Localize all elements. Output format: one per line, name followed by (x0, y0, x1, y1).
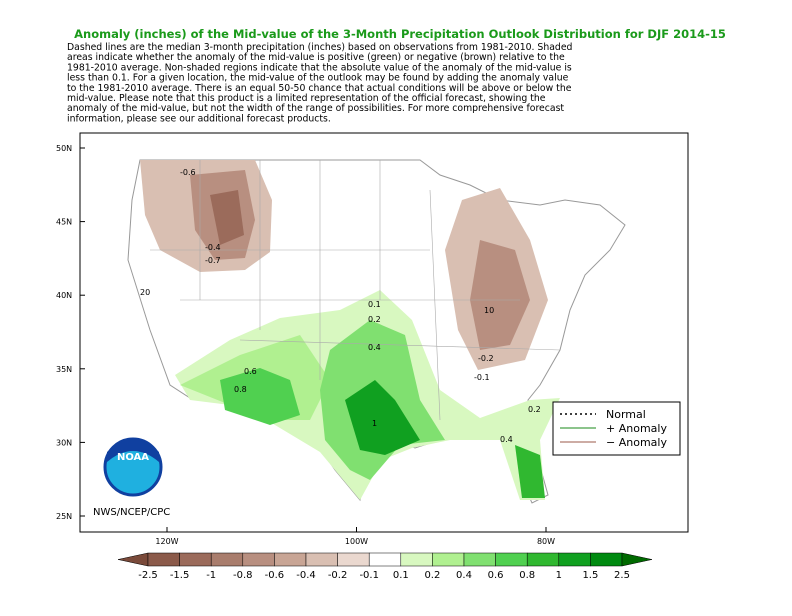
lat-label: 45N (56, 218, 72, 227)
legend-label: + Anomaly (606, 422, 667, 435)
colorbar-swatch (242, 552, 275, 567)
colorbar-swatch (526, 552, 560, 567)
contour-label: 10 (484, 306, 494, 315)
dry-area (470, 240, 530, 350)
colorbar-swatch (210, 552, 244, 567)
colorbar-swatch (558, 552, 591, 567)
map (79, 132, 689, 533)
contour-label: -0.4 (205, 243, 221, 252)
description-line: mid-value. Please note that this product… (67, 93, 546, 104)
colorbar-swatch (400, 552, 433, 567)
logo-text: NOAA (117, 452, 149, 463)
colorbar-label: 2.5 (614, 570, 630, 581)
colorbar-label: -2.5 (138, 570, 158, 581)
colorbar-swatch (179, 552, 212, 567)
contour-label: 1 (372, 419, 377, 428)
lat-label: 35N (56, 365, 72, 374)
contour-label: -0.7 (205, 256, 221, 265)
description-line: Dashed lines are the median 3-month prec… (67, 42, 573, 53)
legend-label: − Anomaly (606, 436, 667, 449)
logo-top (107, 440, 159, 462)
lat-label: 50N (56, 144, 72, 153)
colorbar-swatch (495, 552, 528, 567)
contour-label: -0.1 (474, 373, 490, 382)
contour-label: 20 (140, 288, 150, 297)
contour-label: 0.4 (500, 435, 513, 444)
colorbar-swatch (368, 552, 402, 567)
lat-label: 40N (56, 291, 72, 300)
contour-label: 0.4 (368, 343, 381, 352)
colorbar-label: -0.8 (233, 570, 253, 581)
contour-label: 0.1 (368, 300, 381, 309)
colorbar-label: -0.6 (265, 570, 285, 581)
legend-label: Normal (606, 408, 646, 421)
lon-label: 120W (155, 537, 178, 546)
wet-area (220, 368, 300, 425)
colorbar-label: -0.4 (296, 570, 316, 581)
description-line: less than 0.1. For a given location, the… (67, 73, 569, 84)
lon-label: 100W (345, 537, 368, 546)
wet-area (345, 380, 420, 455)
lon-labels: 120W 100W 80W (155, 527, 555, 546)
lat-label: 30N (56, 438, 72, 447)
credit: NWS/NCEP/CPC (93, 507, 170, 518)
description: Dashed lines are the median 3-month prec… (67, 42, 573, 124)
wet-area (515, 445, 545, 498)
legend: Normal + Anomaly − Anomaly (552, 401, 681, 456)
lon-label: 80W (537, 537, 555, 546)
colorbar-label: 1 (556, 570, 562, 581)
lat-label: 25N (56, 512, 72, 521)
colorbar-swatch (463, 552, 496, 567)
contour-label: 0.2 (528, 405, 541, 414)
contour-label: 0.8 (234, 385, 247, 394)
colorbar-swatch (305, 552, 338, 567)
contour-label: 0.2 (368, 315, 381, 324)
noaa-logo: NOAA (103, 437, 163, 497)
colorbar-swatch (274, 552, 307, 567)
contour-labels: -0.6 -0.4 -0.7 0.1 0.2 0.4 0.6 0.8 1 -0.… (140, 168, 541, 444)
colorbar: -2.5 -1.5 -1 -0.8 -0.6 -0.4 -0.2 -0.1 0.1 0.2 0.4 0… (117, 552, 653, 581)
colorbar-label: 0.8 (519, 570, 535, 581)
state-lines (150, 160, 561, 421)
colorbar-label: 1.5 (582, 570, 598, 581)
colorbar-end (117, 552, 149, 567)
colorbar-label: 0.2 (424, 570, 440, 581)
contour-label: -0.2 (478, 354, 494, 363)
colorbar-label: -1.5 (170, 570, 190, 581)
description-line: 1981-2010 average. Non-shaded regions in… (67, 62, 572, 73)
colorbar-label: 0.4 (456, 570, 472, 581)
lat-labels: 50N 45N 40N 35N 30N 25N (56, 144, 85, 521)
colorbar-label: 0.6 (488, 570, 504, 581)
colorbar-swatch (147, 552, 180, 567)
colorbar-swatch (337, 552, 370, 567)
colorbar-end (621, 552, 653, 567)
colorbar-label: -1 (206, 570, 216, 581)
colorbar-swatch (590, 552, 623, 567)
dry-area (210, 190, 244, 245)
colorbar-label: 0.1 (393, 570, 409, 581)
description-line: areas indicate whether the anomaly of th… (67, 52, 565, 63)
contour-label: -0.6 (180, 168, 196, 177)
contour-label: 0.6 (244, 367, 257, 376)
description-line: anomaly of the mid-value, but not the wi… (67, 103, 564, 114)
title: Anomaly (inches) of the Mid-value of the… (74, 27, 726, 41)
colorbar-label: -0.2 (328, 570, 348, 581)
description-line: to the 1981-2010 average. There is an eq… (67, 83, 572, 94)
colorbar-swatch (432, 552, 465, 567)
colorbar-label: -0.1 (359, 570, 379, 581)
description-line: information, please see our additional f… (67, 113, 331, 124)
